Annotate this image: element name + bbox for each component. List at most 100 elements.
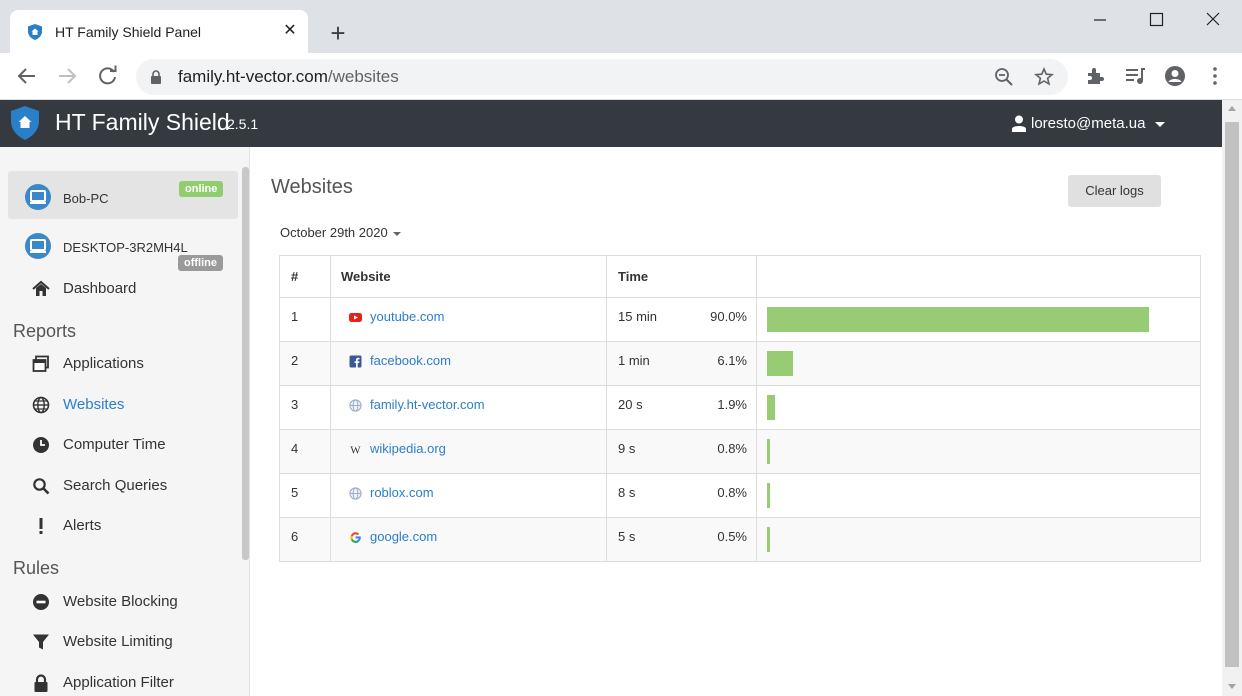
usage-bar — [767, 307, 1149, 332]
maximize-icon[interactable] — [1134, 6, 1178, 34]
clock-icon — [33, 437, 49, 453]
app-header: HT Family Shield 2.5.1 loresto@meta.ua — [0, 100, 1222, 147]
clear-logs-button[interactable]: Clear logs — [1068, 175, 1161, 207]
nav-computer-time[interactable]: Computer Time — [30, 433, 230, 457]
percent-value: 0.8% — [717, 441, 747, 456]
time-value: 20 s — [618, 397, 643, 412]
section-heading-rules: Rules — [13, 558, 60, 578]
usage-bar — [767, 527, 770, 552]
window-close-icon[interactable] — [1191, 6, 1235, 34]
lock-icon — [34, 674, 48, 692]
browser-tabstrip: HT Family Shield Panel ✕ + — [0, 0, 1242, 53]
scroll-up-arrow[interactable] — [1228, 106, 1236, 111]
status-badge-offline: offline — [178, 255, 223, 271]
home-icon — [32, 280, 50, 296]
date-label: October 29th 2020 — [280, 225, 388, 240]
nav-label: Dashboard — [63, 280, 137, 297]
forward-icon[interactable] — [54, 63, 80, 89]
media-control-icon[interactable] — [1124, 65, 1146, 87]
website-link[interactable]: roblox.com — [370, 485, 434, 500]
device-item-bob-pc[interactable]: Bob-PC online — [8, 171, 238, 219]
table-row: 6 google.com 5 s 0.5% — [280, 518, 1200, 562]
column-header-website: Website — [341, 269, 391, 284]
nav-application-filter[interactable]: Application Filter — [30, 671, 230, 695]
user-icon — [1012, 115, 1026, 132]
filter-icon — [33, 634, 49, 650]
website-link[interactable]: facebook.com — [370, 353, 451, 368]
website-link[interactable]: family.ht-vector.com — [370, 397, 485, 412]
column-divider — [330, 256, 331, 561]
nav-label: Applications — [63, 355, 144, 372]
usage-bar — [767, 439, 770, 464]
user-email: loresto@meta.ua — [1031, 115, 1146, 132]
table-header: # Website Time — [280, 256, 1200, 298]
back-icon[interactable] — [14, 63, 40, 89]
app-name: HT Family Shield — [55, 109, 230, 135]
percent-value: 90.0% — [710, 309, 747, 324]
page-scrollbar[interactable] — [1222, 100, 1242, 696]
minimize-icon[interactable] — [1078, 6, 1122, 34]
website-link[interactable]: wikipedia.org — [370, 441, 446, 456]
browser-tab[interactable]: HT Family Shield Panel ✕ — [10, 10, 308, 53]
nav-label: Website Blocking — [63, 593, 178, 610]
zoom-out-icon[interactable] — [994, 67, 1014, 87]
profile-icon[interactable] — [1164, 65, 1186, 87]
row-number: 6 — [291, 529, 299, 544]
time-value: 5 s — [618, 529, 636, 544]
nav-website-blocking[interactable]: Website Blocking — [30, 590, 230, 614]
column-header-time: Time — [618, 269, 649, 284]
globe-icon — [349, 399, 362, 412]
nav-website-limiting[interactable]: Website Limiting — [30, 630, 230, 654]
globe-icon — [349, 487, 362, 500]
nav-label: Computer Time — [63, 436, 166, 453]
row-number: 4 — [291, 441, 299, 456]
website-link[interactable]: google.com — [370, 529, 438, 544]
extensions-icon[interactable] — [1084, 65, 1106, 87]
percent-value: 0.8% — [717, 485, 747, 500]
reload-icon[interactable] — [95, 63, 121, 89]
sidebar-scrollbar[interactable] — [242, 167, 249, 560]
time-value: 9 s — [618, 441, 636, 456]
table-row: 2 facebook.com 1 min 6.1% — [280, 342, 1200, 386]
section-heading-reports: Reports — [13, 321, 77, 341]
nav-search-queries[interactable]: Search Queries — [30, 474, 230, 498]
column-header-num: # — [291, 269, 299, 284]
nav-label: Websites — [63, 396, 125, 413]
shield-logo-icon — [11, 106, 39, 140]
new-tab-icon[interactable]: + — [330, 18, 346, 48]
percent-value: 1.9% — [717, 397, 747, 412]
sidebar: Bob-PC online DESKTOP-3R2MH4L offline Da… — [0, 147, 250, 696]
nav-label: Website Limiting — [63, 633, 173, 650]
svg-text:W: W — [350, 445, 361, 457]
time-value: 1 min — [618, 353, 650, 368]
usage-bar — [767, 483, 770, 508]
browser-menu-icon[interactable] — [1204, 65, 1226, 87]
scroll-down-arrow[interactable] — [1228, 684, 1236, 689]
bookmark-star-icon[interactable] — [1034, 67, 1054, 87]
column-divider — [606, 256, 607, 561]
address-bar[interactable]: family.ht-vector.com/websites — [136, 59, 1068, 95]
scrollbar-thumb[interactable] — [1225, 122, 1239, 667]
time-value: 15 min — [618, 309, 658, 324]
facebook-icon — [349, 355, 362, 368]
nav-dashboard[interactable]: Dashboard — [30, 277, 230, 301]
table-row: 3 family.ht-vector.com 20 s 1.9% — [280, 386, 1200, 430]
percent-value: 6.1% — [717, 353, 747, 368]
computer-icon — [25, 184, 51, 210]
exclamation-icon — [39, 518, 43, 534]
nav-alerts[interactable]: Alerts — [30, 514, 230, 538]
nav-websites[interactable]: Websites — [30, 393, 230, 417]
url-text: family.ht-vector.com/websites — [178, 67, 399, 86]
wikipedia-icon: W — [349, 443, 362, 457]
nav-label: Search Queries — [63, 477, 168, 494]
usage-bar — [767, 351, 793, 376]
close-tab-icon[interactable]: ✕ — [283, 22, 297, 39]
websites-table: # Website Time 1 youtube.com 15 min 90.0% 2 f… — [279, 255, 1201, 562]
nav-applications[interactable]: Applications — [30, 352, 230, 376]
device-item-desktop[interactable]: DESKTOP-3R2MH4L offline — [8, 220, 238, 271]
window-icon — [32, 355, 49, 372]
website-link[interactable]: youtube.com — [370, 309, 445, 324]
nav-label: Alerts — [63, 517, 102, 534]
date-selector[interactable]: October 29th 2020 — [280, 225, 401, 243]
